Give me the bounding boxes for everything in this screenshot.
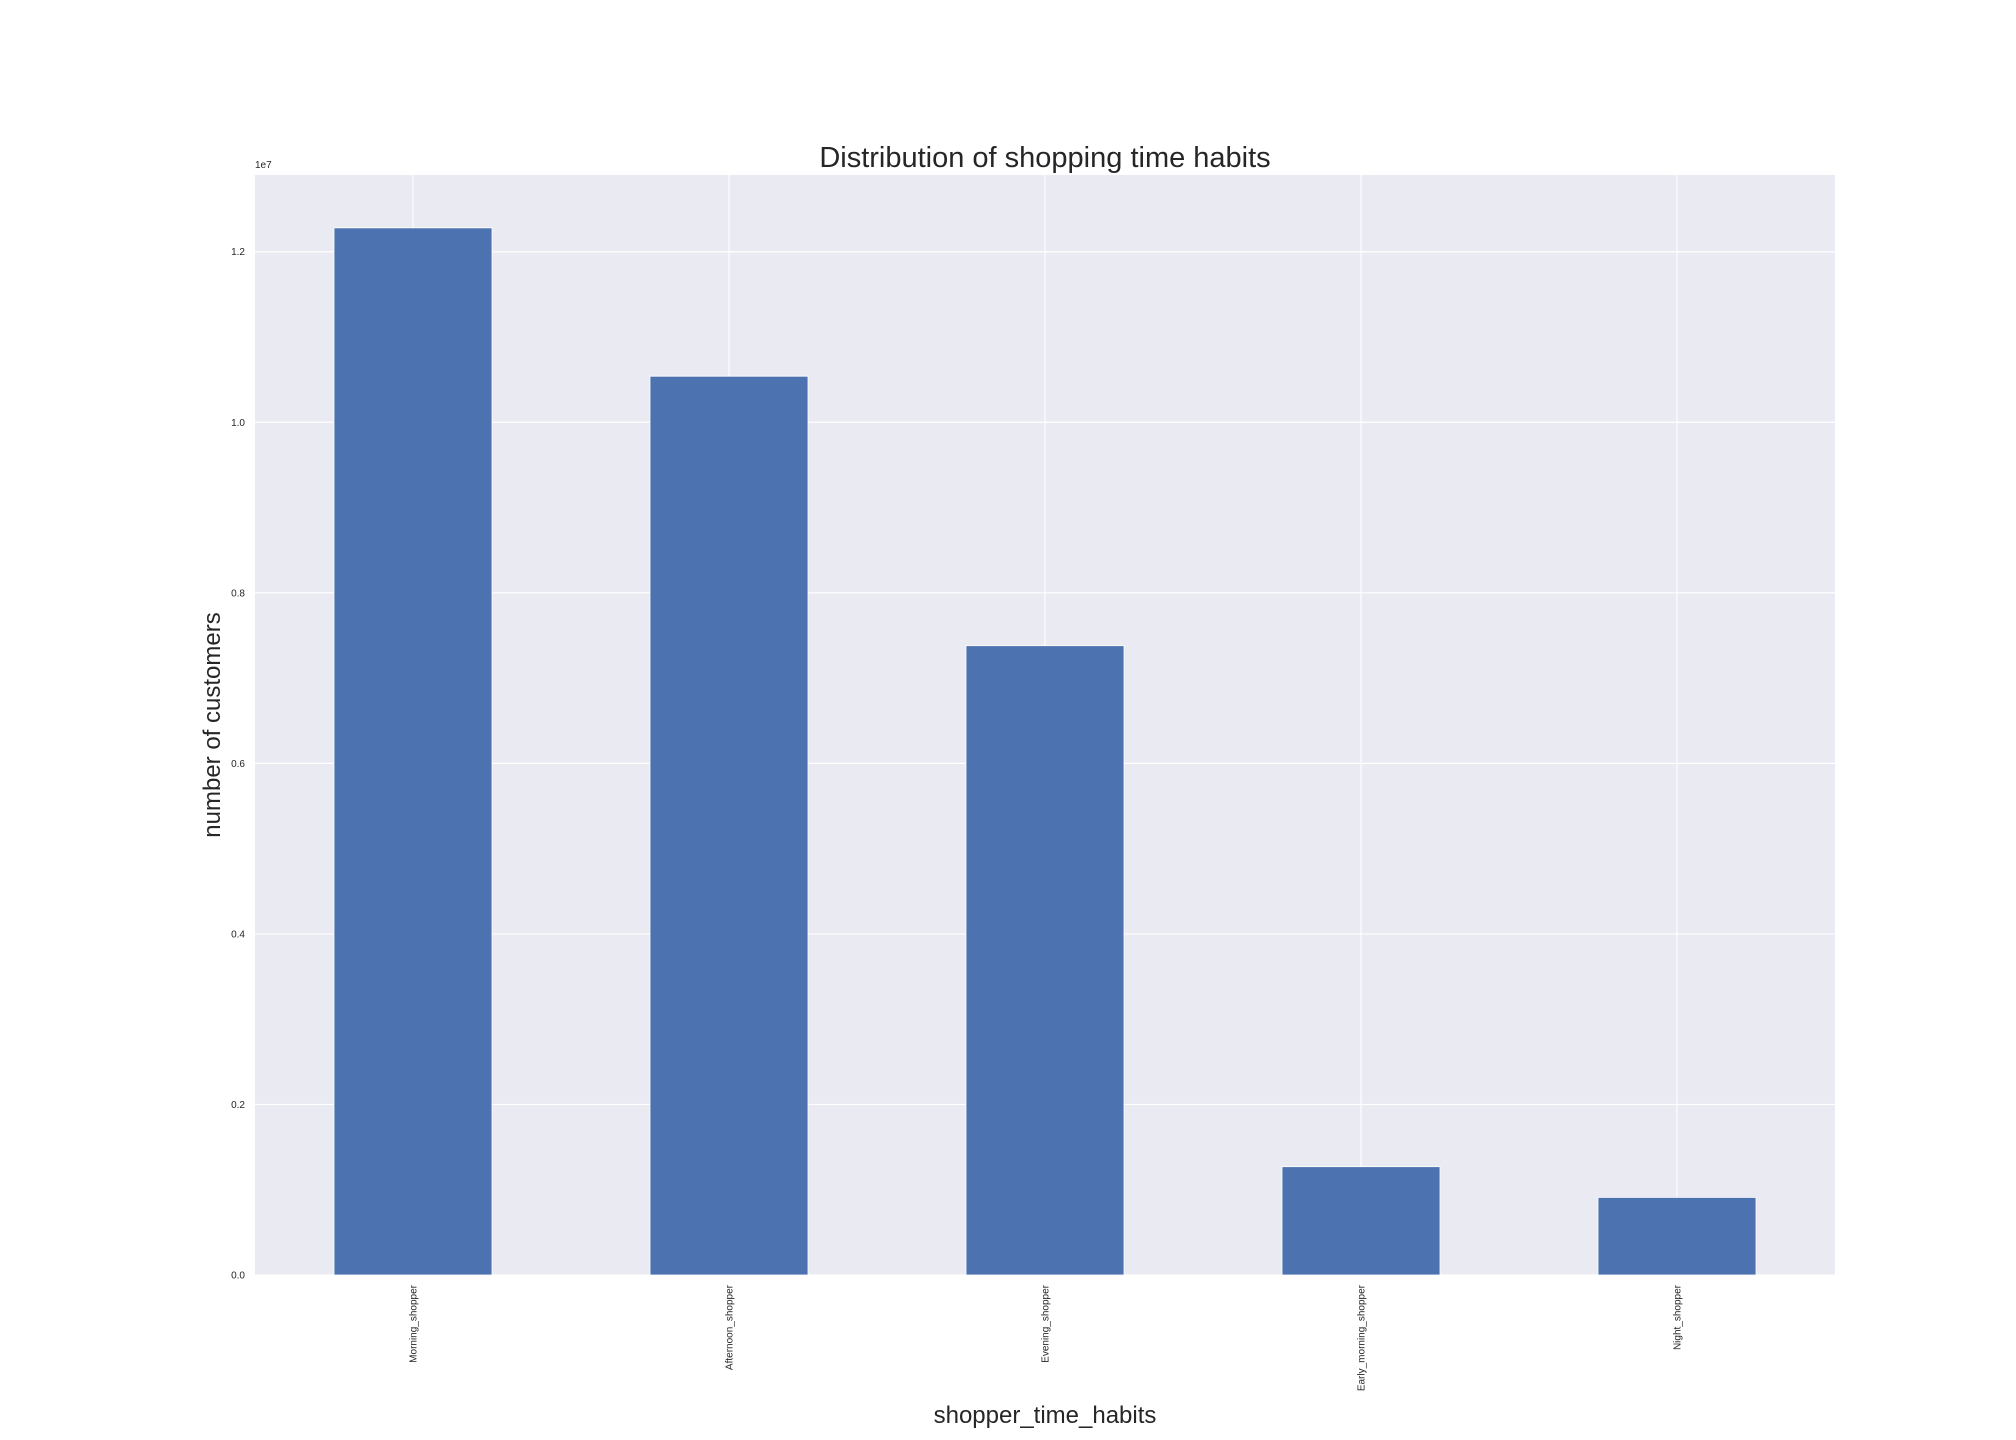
x-tick-label: Morning_shopper [409,1284,420,1362]
y-axis-label: number of customers [199,612,226,837]
y-tick-label: 0.2 [231,1100,245,1111]
y-tick-label: 1.0 [231,418,245,429]
y-tick-labels: 0.0 0.2 0.4 0.6 0.8 1.0 1.2 [231,247,245,1281]
y-tick-label: 0.4 [231,929,245,940]
y-tick-label: 0.8 [231,588,245,599]
y-tick-label: 0.6 [231,759,245,770]
x-tick-labels: Morning_shopper Afternoon_shopper Evening_… [409,1284,1684,1391]
chart-title: Distribution of shopping time habits [819,142,1270,174]
bar-morning-shopper [333,227,493,1276]
y-scale-multiplier: 1e7 [255,160,272,171]
bar-early-morning-shopper [1281,1166,1441,1276]
x-axis-label: shopper_time_habits [934,1402,1157,1429]
bar-afternoon-shopper [649,375,809,1276]
y-tick-label: 0.0 [231,1271,245,1282]
x-tick-label: Afternoon_shopper [725,1284,736,1370]
x-tick-label: Evening_shopper [1041,1284,1052,1363]
x-tick-label: Night_shopper [1673,1284,1684,1350]
x-tick-label: Early_morning_shopper [1357,1284,1368,1391]
bars [333,227,1757,1276]
bar-evening-shopper [965,645,1125,1276]
bar-night-shopper [1597,1197,1757,1276]
y-tick-label: 1.2 [231,247,245,258]
